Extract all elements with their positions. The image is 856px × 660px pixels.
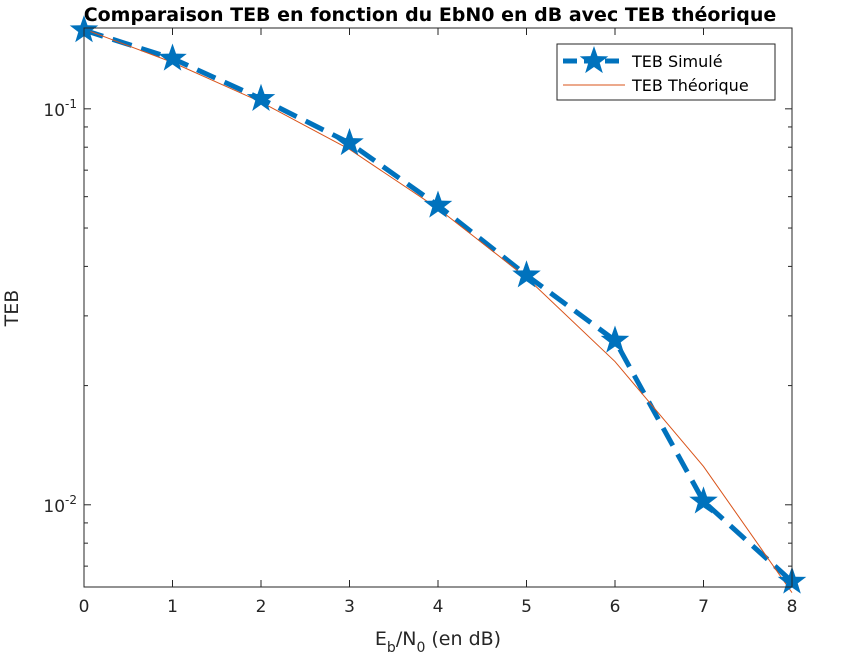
x-tick-label: 4 — [433, 597, 444, 617]
y-tick-label: 10-2 — [43, 493, 77, 517]
legend-label-simule: TEB Simulé — [631, 52, 723, 71]
data-point-star — [689, 486, 718, 514]
chart-title: Comparaison TEB en fonction du EbN0 en d… — [84, 4, 777, 26]
y-axis-label: TEB — [1, 290, 23, 328]
x-tick-label: 7 — [698, 597, 709, 617]
x-axis-label: Eb/N0 (en dB) — [375, 628, 501, 656]
data-point-star — [512, 260, 541, 288]
legend-label-theorique: TEB Théorique — [631, 76, 749, 95]
x-tick-label: 6 — [610, 597, 621, 617]
x-tick-label: 1 — [167, 597, 178, 617]
x-tick-label: 8 — [787, 597, 798, 617]
x-tick-label: 0 — [79, 597, 90, 617]
y-tick-labels: 10-1 10-2 — [43, 97, 77, 517]
data-point-star — [423, 190, 453, 218]
legend-marker-simule — [579, 46, 609, 74]
plot-area — [84, 28, 792, 587]
legend: TEB Simulé TEB Théorique — [556, 43, 776, 101]
data-point-star — [158, 43, 187, 71]
data-point-star — [246, 83, 276, 111]
data-point-star — [600, 325, 630, 353]
x-tick-label: 5 — [521, 597, 532, 617]
y-tick-label: 10-1 — [43, 97, 77, 121]
plot-frame — [83, 27, 793, 588]
x-tick-label: 2 — [256, 597, 267, 617]
x-tick-labels: 0 1 2 3 4 5 6 7 8 — [79, 597, 798, 617]
x-tick-label: 3 — [344, 597, 355, 617]
data-point-star — [335, 127, 364, 156]
